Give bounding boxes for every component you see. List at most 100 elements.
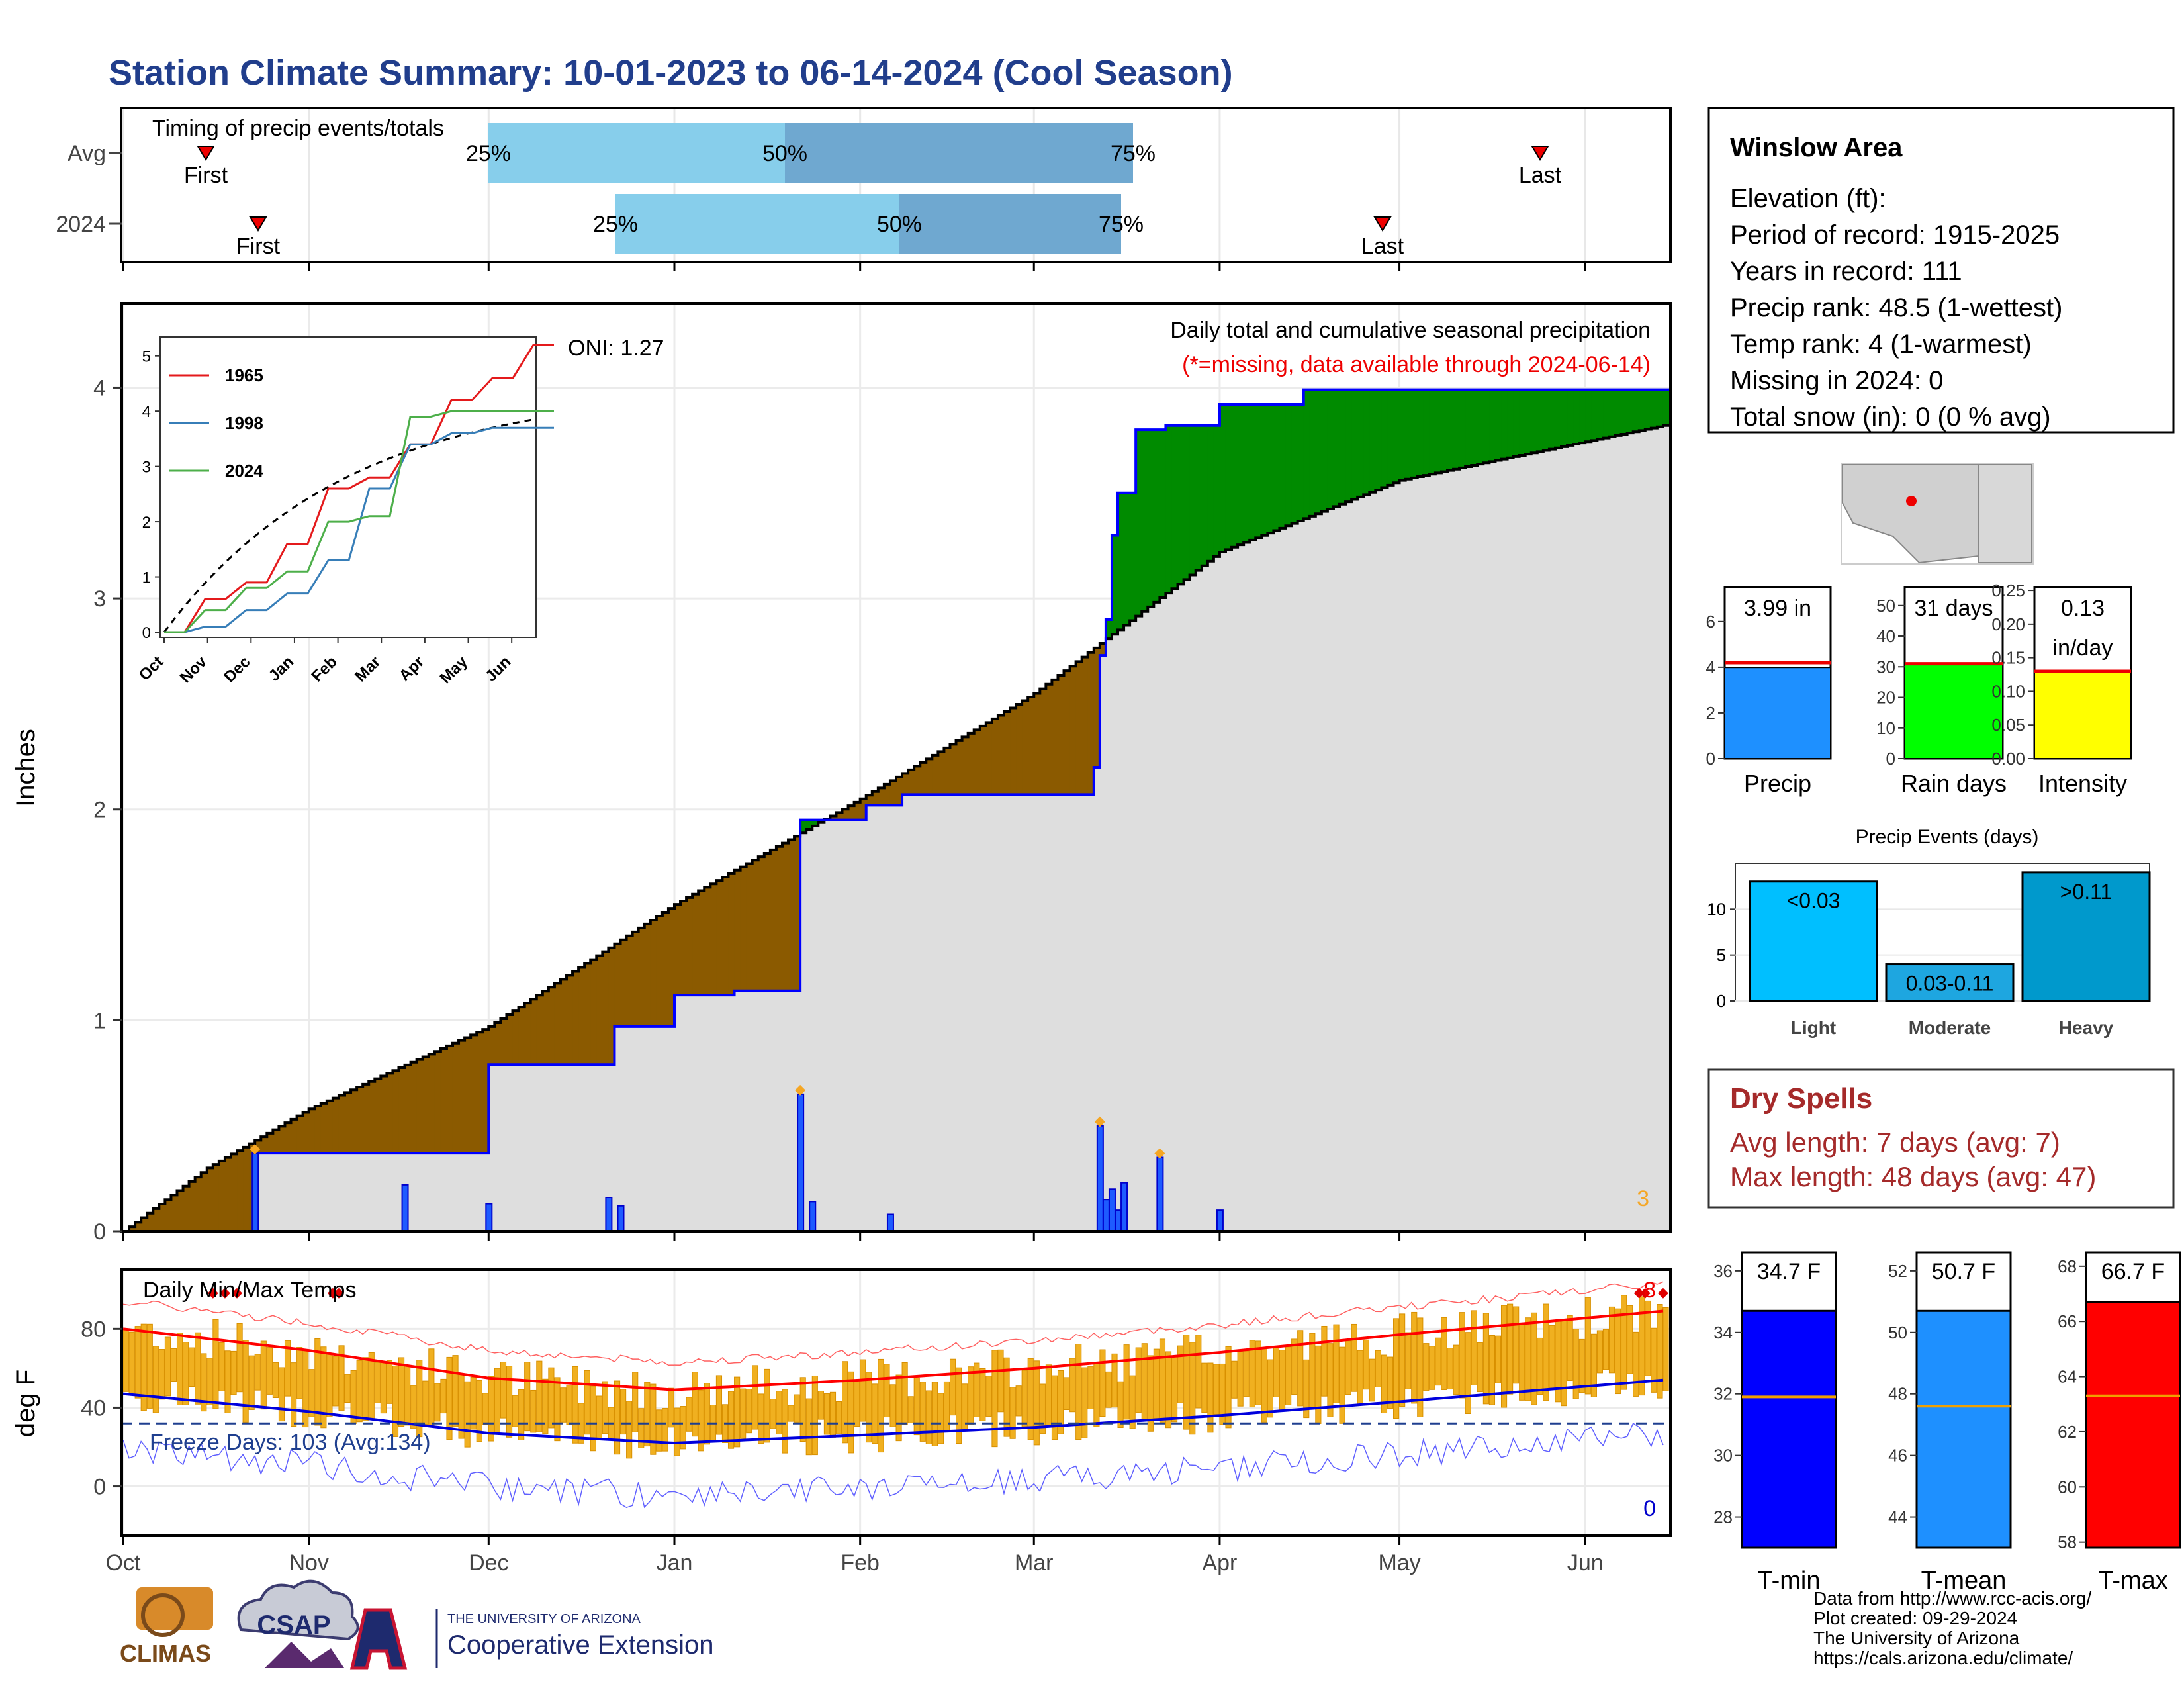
deficit-area bbox=[1081, 657, 1089, 795]
avg-min-line bbox=[122, 1378, 1664, 1445]
surplus-area bbox=[1207, 425, 1214, 561]
daily-temp-bar bbox=[146, 1323, 153, 1409]
daily-temp-bar bbox=[668, 1387, 674, 1428]
daily-temp-bar bbox=[416, 1360, 423, 1438]
precip-note-missing: (*=missing, data available through 2024-… bbox=[1182, 352, 1651, 377]
deficit-area bbox=[872, 791, 879, 806]
deficit-area bbox=[428, 1054, 435, 1154]
daily-temp-bar bbox=[1651, 1327, 1657, 1393]
daily-temp-bar bbox=[1165, 1351, 1172, 1429]
surplus-area bbox=[1340, 389, 1346, 504]
daily-temp-bar bbox=[991, 1350, 998, 1448]
footer-line: Data from http://www.rcc-acis.org/ bbox=[1813, 1588, 2091, 1609]
daily-temp-bar bbox=[1482, 1313, 1489, 1405]
surplus-area bbox=[1399, 389, 1406, 481]
surplus-area bbox=[1291, 404, 1298, 524]
timing-bar-early bbox=[488, 123, 785, 183]
daily-temp-bar bbox=[1578, 1338, 1585, 1393]
deficit-area bbox=[848, 806, 855, 820]
deficit-area bbox=[896, 776, 903, 806]
daily-temp-bar bbox=[1531, 1312, 1537, 1405]
deficit-area bbox=[770, 849, 777, 991]
daily-temp-bar bbox=[1596, 1330, 1603, 1374]
daily-temp-bar bbox=[1633, 1331, 1639, 1397]
daily-temp-bar bbox=[218, 1342, 225, 1391]
dry-spells-frame bbox=[1707, 1068, 2175, 1209]
daily-temp-bar bbox=[542, 1378, 549, 1434]
daily-temp-bar bbox=[656, 1409, 662, 1452]
surplus-area bbox=[1244, 404, 1250, 543]
deficit-area bbox=[147, 1213, 154, 1231]
deficit-area bbox=[764, 853, 771, 991]
daily-temp-bar bbox=[829, 1391, 837, 1438]
daily-temp-bar bbox=[1123, 1344, 1130, 1420]
daily-temp-bar bbox=[422, 1380, 429, 1425]
deficit-area bbox=[506, 1015, 514, 1065]
daily-temp-bar bbox=[1339, 1346, 1345, 1424]
summary-tick-label: 0.15 bbox=[1991, 648, 2025, 668]
temp-tick-label: 66 bbox=[2058, 1311, 2077, 1331]
pct-50-label: 50% bbox=[762, 141, 807, 166]
y-tick-label: 0 bbox=[93, 1475, 106, 1500]
temp-tick-label: 28 bbox=[1713, 1507, 1733, 1527]
timing-bar-early bbox=[615, 194, 899, 254]
temp-tick-label: 34 bbox=[1713, 1323, 1733, 1342]
daily-temp-bar bbox=[152, 1346, 159, 1413]
timing-row-label: Avg bbox=[68, 141, 106, 166]
daily-temp-bar bbox=[674, 1407, 680, 1456]
daily-temp-bar bbox=[584, 1370, 590, 1435]
surplus-area bbox=[1555, 389, 1562, 448]
summary-tick-label: 0 bbox=[1706, 749, 1715, 769]
daily-temp-bar bbox=[554, 1377, 561, 1442]
temp-tick-label: 48 bbox=[1888, 1384, 1907, 1404]
daily-temp-bar bbox=[1021, 1370, 1028, 1427]
deficit-area bbox=[932, 755, 938, 795]
daily-temp-bar bbox=[482, 1393, 488, 1425]
month-label: Feb bbox=[841, 1550, 880, 1575]
daily-temp-bar bbox=[979, 1368, 986, 1421]
surplus-area bbox=[1441, 389, 1448, 472]
deficit-area bbox=[1034, 693, 1040, 795]
daily-temp-bar bbox=[446, 1356, 453, 1440]
temp-bar-value: 50.7 F bbox=[1932, 1259, 1995, 1284]
station-name: Winslow Area bbox=[1730, 133, 1903, 162]
surplus-area bbox=[1118, 492, 1124, 630]
inset-series-1998 bbox=[164, 426, 554, 633]
missing-count: 3 bbox=[1637, 1186, 1649, 1211]
temp-tick-label: 52 bbox=[1888, 1261, 1907, 1281]
deficit-area bbox=[590, 959, 597, 1065]
daily-temp-bar bbox=[524, 1362, 531, 1432]
month-label: Jan bbox=[657, 1550, 693, 1575]
surplus-area bbox=[806, 820, 813, 830]
daily-temp-bar bbox=[727, 1391, 735, 1449]
surplus-area bbox=[1273, 404, 1280, 531]
surplus-area bbox=[1111, 535, 1118, 635]
hot-count: 8 bbox=[1643, 1278, 1656, 1303]
daily-temp-bar bbox=[1045, 1364, 1052, 1427]
surplus-area bbox=[1489, 389, 1496, 462]
daily-temp-bar bbox=[1315, 1345, 1322, 1424]
deficit-area bbox=[620, 939, 627, 1027]
daily-temp-bar bbox=[164, 1336, 171, 1397]
surplus-area bbox=[1591, 389, 1598, 441]
surplus-area bbox=[1429, 389, 1436, 475]
deficit-area bbox=[237, 1150, 244, 1231]
surplus-area bbox=[1183, 425, 1191, 580]
daily-precip-bar bbox=[1120, 1182, 1128, 1232]
deficit-area bbox=[536, 995, 543, 1065]
daily-temp-bar bbox=[1411, 1311, 1418, 1404]
inset-y-label: 1 bbox=[142, 569, 151, 587]
surplus-area bbox=[1160, 430, 1166, 598]
daily-temp-bar bbox=[368, 1352, 375, 1419]
deficit-area bbox=[991, 718, 999, 795]
daily-temp-bar bbox=[1513, 1306, 1520, 1384]
daily-temp-bar bbox=[356, 1360, 363, 1423]
deficit-area bbox=[698, 890, 705, 996]
record-high-marker bbox=[1657, 1288, 1668, 1299]
daily-temp-bar bbox=[746, 1389, 752, 1434]
deficit-area bbox=[285, 1123, 292, 1154]
inset-series-2024 bbox=[164, 410, 554, 633]
deficit-area bbox=[1064, 671, 1071, 795]
surplus-area bbox=[1423, 389, 1430, 476]
